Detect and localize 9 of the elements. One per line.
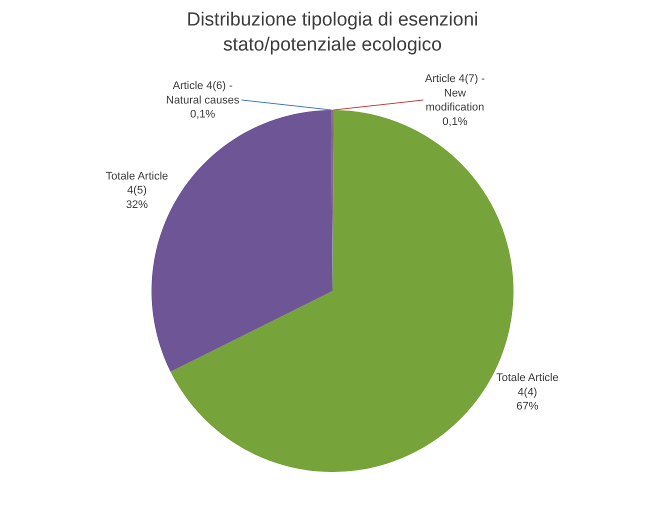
slice-label: Totale Article 4(4) [496, 372, 559, 398]
slice-label: Article 4(6) - Natural causes [166, 80, 240, 106]
chart-title: Distribuzione tipologia di esenzioni stato/potenziale ecologico [186, 10, 478, 56]
data-label: 0,1% [190, 108, 216, 121]
slice-label: Article 4(7) - New modification [425, 73, 486, 114]
slice-label: Totale Article 4(5) [106, 170, 168, 197]
data-label: 67% [516, 400, 539, 413]
data-label: 0,1% [442, 116, 468, 128]
data-label: 32% [126, 198, 148, 211]
